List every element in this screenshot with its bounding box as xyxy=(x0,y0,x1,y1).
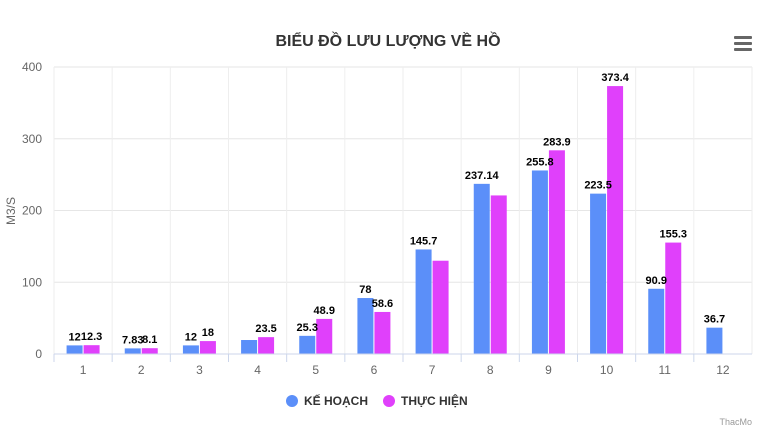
legend-item-ke-hoach[interactable]: KẾ HOẠCH xyxy=(286,393,368,408)
data-label: 25.3 xyxy=(297,322,318,334)
y-tick-label: 400 xyxy=(22,60,42,74)
bar-ke-hoach[interactable] xyxy=(299,335,316,354)
data-label: 145.7 xyxy=(410,235,438,247)
y-tick-label: 200 xyxy=(22,204,42,218)
y-tick-label: 100 xyxy=(22,275,42,289)
data-label: 12.3 xyxy=(81,331,102,343)
x-tick-label: 9 xyxy=(545,363,552,377)
legend-marker xyxy=(286,395,298,407)
x-tick-label: 11 xyxy=(659,363,672,377)
bars xyxy=(66,86,723,354)
data-label: 373.4 xyxy=(601,72,629,84)
data-label: 8.1 xyxy=(142,334,157,346)
data-label: 237.14 xyxy=(465,170,500,182)
bar-thuc-hien[interactable] xyxy=(548,150,565,354)
legend[interactable]: KẾ HOẠCH THỰC HIỆN xyxy=(286,393,468,408)
bar-ke-hoach[interactable] xyxy=(66,345,83,354)
data-label: 12 xyxy=(185,331,197,343)
y-tick-label: 0 xyxy=(35,347,42,361)
chart-title: BIỂU ĐỒ LƯU LƯỢNG VỀ HỒ xyxy=(275,31,500,50)
x-tick-label: 6 xyxy=(371,363,378,377)
bar-ke-hoach[interactable] xyxy=(531,170,548,354)
data-label: 36.7 xyxy=(704,314,725,326)
bar-ke-hoach[interactable] xyxy=(590,193,607,354)
x-tick-label: 1 xyxy=(80,363,87,377)
data-labels: 12 7.83 12 25.3 78 145.7 237.14 255.8 223.5 90.9 3… xyxy=(68,72,725,346)
hamburger-menu-icon[interactable] xyxy=(734,36,752,52)
bar-thuc-hien[interactable] xyxy=(490,195,507,354)
bar-ke-hoach[interactable] xyxy=(415,249,432,354)
data-label: 283.9 xyxy=(543,136,571,148)
data-label: 223.5 xyxy=(584,180,612,192)
legend-label: THỰC HIỆN xyxy=(401,393,468,408)
data-label: 58.6 xyxy=(372,298,393,310)
bar-thuc-hien[interactable] xyxy=(374,311,391,354)
bar-thuc-hien[interactable] xyxy=(141,348,158,354)
data-label: 12 xyxy=(68,331,80,343)
data-label: 78 xyxy=(359,284,371,296)
grid-lines xyxy=(53,66,753,355)
x-tick-label: 3 xyxy=(196,363,203,377)
data-label: 7.83 xyxy=(122,334,143,346)
legend-marker xyxy=(383,395,395,407)
bar-thuc-hien[interactable] xyxy=(258,337,275,354)
bar-ke-hoach[interactable] xyxy=(648,288,665,354)
x-tick-label: 10 xyxy=(600,363,614,377)
bar-thuc-hien[interactable] xyxy=(607,86,624,354)
bar-ke-hoach[interactable] xyxy=(182,345,199,354)
bar-thuc-hien[interactable] xyxy=(432,260,449,354)
data-label: 48.9 xyxy=(314,305,335,317)
y-axis-label: M3/S xyxy=(4,197,18,225)
bar-thuc-hien[interactable] xyxy=(665,242,682,354)
data-label: 155.3 xyxy=(659,229,687,241)
x-tick-label: 7 xyxy=(429,363,436,377)
y-tick-label: 300 xyxy=(22,132,42,146)
data-label: 23.5 xyxy=(255,323,276,335)
bar-ke-hoach[interactable] xyxy=(241,340,258,354)
legend-label: KẾ HOẠCH xyxy=(304,393,368,408)
bar-ke-hoach[interactable] xyxy=(357,298,374,354)
x-tick-label: 5 xyxy=(312,363,319,377)
bar-thuc-hien[interactable] xyxy=(316,318,333,354)
legend-item-thuc-hien[interactable]: THỰC HIỆN xyxy=(383,393,468,408)
bar-ke-hoach[interactable] xyxy=(473,183,490,354)
credits-text[interactable]: ThacMo xyxy=(719,417,752,427)
data-label: 90.9 xyxy=(646,275,667,287)
bar-ke-hoach[interactable] xyxy=(124,348,141,354)
x-tick-label: 4 xyxy=(254,363,261,377)
bar-thuc-hien[interactable] xyxy=(83,345,100,354)
data-label: 255.8 xyxy=(526,156,554,168)
x-tick-label: 2 xyxy=(138,363,145,377)
x-tick-label: 12 xyxy=(716,363,730,377)
bar-thuc-hien[interactable] xyxy=(199,341,216,354)
data-label: 18 xyxy=(202,327,214,339)
x-tick-label: 8 xyxy=(487,363,494,377)
bar-ke-hoach[interactable] xyxy=(706,327,723,354)
